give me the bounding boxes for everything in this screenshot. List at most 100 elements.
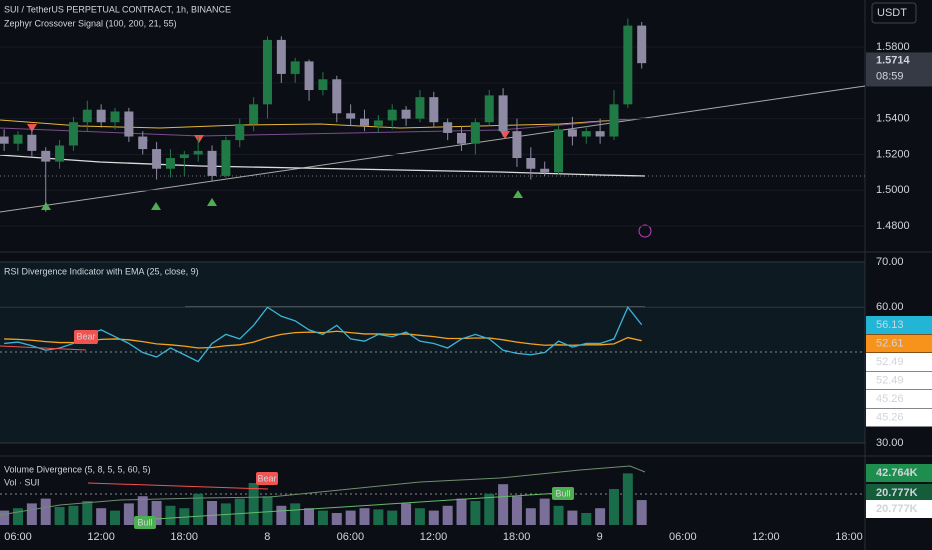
rsi-badge-text: 52.61	[876, 337, 904, 349]
candle-body	[27, 134, 37, 151]
rsi-badge-text: 45.26	[876, 393, 904, 405]
price-tick-label: 1.5200	[876, 148, 910, 160]
time-label: 18:00	[170, 531, 198, 543]
candle-body	[96, 109, 106, 123]
rsi-badge-text: 45.26	[876, 411, 904, 423]
volume-bar	[123, 503, 134, 525]
candle-body	[152, 149, 162, 169]
volume-bar	[137, 496, 148, 525]
candle-body	[401, 109, 411, 119]
volume-badge	[866, 500, 932, 518]
price-tick-label: 1.5400	[876, 113, 910, 125]
divergence-line	[0, 345, 87, 351]
volume-bar	[581, 513, 592, 525]
time-label: 06:00	[4, 531, 32, 543]
candle-body	[193, 150, 203, 155]
volume-bar	[414, 508, 425, 525]
signal-box	[74, 330, 98, 344]
price-tick-label: 1.5800	[876, 41, 910, 53]
volume-bar	[26, 503, 37, 525]
buy-signal	[151, 202, 161, 210]
last-price-badge	[866, 52, 932, 87]
time-label: 9	[597, 531, 603, 543]
trend-line	[0, 85, 866, 213]
volume-bar	[539, 498, 550, 525]
candle-body	[457, 132, 467, 144]
volume-bar	[428, 510, 439, 525]
volume-bar	[276, 505, 287, 525]
candle-body	[512, 131, 522, 159]
candle-body	[13, 134, 23, 144]
candle-body	[55, 145, 65, 162]
volume-bar	[331, 513, 342, 525]
candle-body	[429, 97, 439, 123]
volume-bar	[290, 503, 301, 525]
currency-button[interactable]	[871, 2, 917, 24]
candle-body	[41, 150, 51, 162]
candle-body	[373, 120, 383, 126]
moving-average	[0, 117, 646, 129]
volume-title: Volume Divergence (5, 8, 5, 5, 60, 5)	[4, 464, 151, 474]
candle-body	[609, 104, 619, 137]
volume-bar	[179, 508, 190, 525]
candle-body	[484, 95, 494, 123]
buy-signal	[207, 198, 217, 206]
volume-bar	[553, 505, 564, 525]
volume-bar	[456, 498, 467, 525]
volume-badge	[866, 464, 932, 482]
rsi-badge	[866, 408, 932, 427]
volume-bar	[82, 501, 93, 525]
price-tick-label: 1.4800	[876, 220, 910, 232]
candle-body	[304, 61, 314, 91]
sell-signal	[500, 131, 510, 139]
volume-bar	[567, 510, 578, 525]
sell-signal	[194, 135, 204, 143]
volume-bar	[304, 508, 315, 525]
volume-bar	[234, 498, 245, 525]
candle-body	[623, 25, 633, 105]
rsi-title: RSI Divergence Indicator with EMA (25, c…	[4, 266, 199, 276]
rsi-badge	[866, 390, 932, 408]
candle-body	[138, 136, 148, 150]
candle-body	[443, 122, 453, 133]
candle-body	[262, 39, 272, 105]
volume-bar	[401, 503, 412, 525]
volume-bar	[248, 483, 259, 525]
volume-signal-label: Bull	[555, 488, 570, 498]
rsi-tick-label: 60.00	[876, 301, 904, 313]
candle-body	[0, 136, 9, 144]
volume-bar	[345, 510, 356, 525]
volume-bar	[40, 498, 51, 525]
volume-subtitle: Vol · SUI	[4, 477, 40, 487]
volume-bar	[442, 505, 453, 525]
candle-body	[124, 111, 134, 137]
rsi-tick-label: 70.00	[876, 256, 904, 268]
time-label: 18:00	[835, 531, 863, 543]
rsi-badge	[866, 334, 932, 353]
time-label: 06:00	[669, 531, 697, 543]
candle-body	[567, 129, 577, 137]
symbol-title: SUI / TetherUS PERPETUAL CONTRACT, 1h, B…	[4, 4, 231, 14]
moving-average	[0, 154, 646, 177]
buy-signal	[513, 190, 523, 198]
countdown: 08:59	[876, 70, 904, 82]
volume-bar	[207, 501, 218, 525]
time-label: 8	[264, 531, 270, 543]
volume-badge-text: 20.777K	[876, 487, 918, 499]
candle-body	[82, 109, 92, 123]
alert-icon[interactable]	[638, 224, 652, 238]
rsi-badge-text: 52.49	[876, 356, 904, 368]
volume-signal-label: Bull	[137, 517, 152, 527]
candle-body	[637, 25, 647, 64]
candle-body	[221, 140, 231, 176]
candle-body	[276, 39, 286, 74]
candle-body	[526, 158, 536, 169]
volume-bar	[511, 496, 522, 525]
candle-body	[554, 129, 564, 173]
volume-ma	[0, 465, 646, 516]
volume-divergence	[87, 482, 269, 490]
volume-bar	[608, 489, 619, 525]
volume-bar	[110, 510, 121, 525]
volume-bar	[622, 473, 633, 525]
